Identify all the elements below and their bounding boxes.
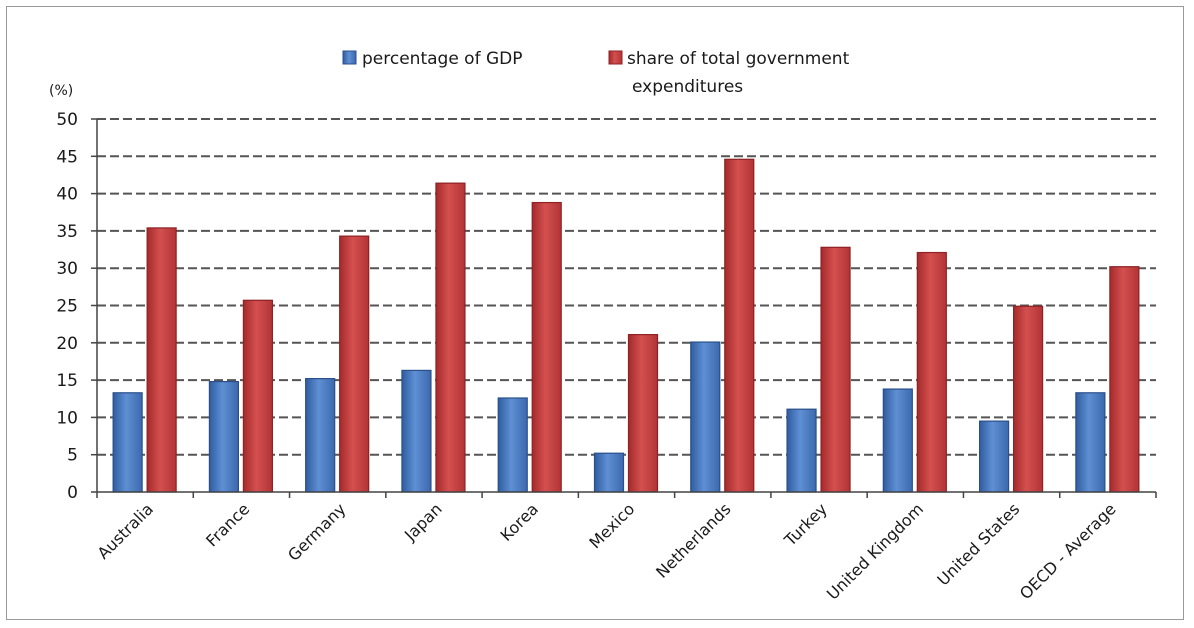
legend-swatch-gdp [343,51,356,64]
axis-labels: 0 5 10 15 20 25 30 35 40 45 50 Australia France Germa… [56,110,1119,604]
y-tick-label: 40 [56,185,78,205]
share-bar [629,335,658,492]
y-tick-label: 5 [67,446,78,466]
share-bar [821,247,850,492]
gdp-bar [1076,393,1105,492]
legend-label-share-line1: share of total government [627,49,850,69]
x-category-label: Mexico [585,499,638,552]
gdp-bar [113,393,142,492]
bars [113,159,1139,492]
x-category-label: United Kingdom [823,499,927,603]
share-bar [1014,306,1043,492]
gdp-bar [498,398,527,492]
x-category-label: United States [933,499,1023,589]
x-category-label: Netherlands [652,499,734,581]
x-category-label: France [202,499,253,550]
share-bar [340,236,369,492]
legend-label-share-line2: expenditures [632,77,743,97]
gdp-bar [209,382,238,492]
gdp-bar [306,379,335,492]
x-category-label: Australia [93,499,156,562]
y-tick-label: 15 [56,371,78,391]
gdp-bar [595,453,624,492]
share-bar [725,159,754,492]
legend: percentage of GDP share of total governm… [343,49,850,97]
gdp-bar [980,421,1009,492]
share-bar [532,203,561,492]
y-tick-label: 50 [56,110,78,130]
y-tick-label: 20 [56,334,78,354]
x-category-label: Germany [284,499,349,564]
legend-label-gdp: percentage of GDP [362,49,523,69]
share-bar [1110,267,1139,492]
y-tick-label: 25 [56,297,78,317]
legend-swatch-share [609,51,622,64]
x-category-label: Japan [400,499,446,545]
y-tick-label: 45 [56,147,78,167]
gdp-bar [787,409,816,492]
x-category-label: Turkey [780,499,831,550]
share-bar [436,183,465,492]
y-tick-label: 0 [67,483,78,503]
share-bar [243,300,272,492]
gdp-bar [883,389,912,492]
y-tick-label: 10 [56,408,78,428]
x-category-label: Korea [497,499,543,545]
gdp-bar [691,342,720,492]
y-axis-unit-label: (%) [49,83,73,99]
gdp-bar [402,370,431,492]
x-category-label: OECD - Average [1016,499,1120,603]
share-bar [147,228,176,492]
y-tick-label: 35 [56,222,78,242]
y-tick-label: 30 [56,259,78,279]
share-bar [917,253,946,492]
